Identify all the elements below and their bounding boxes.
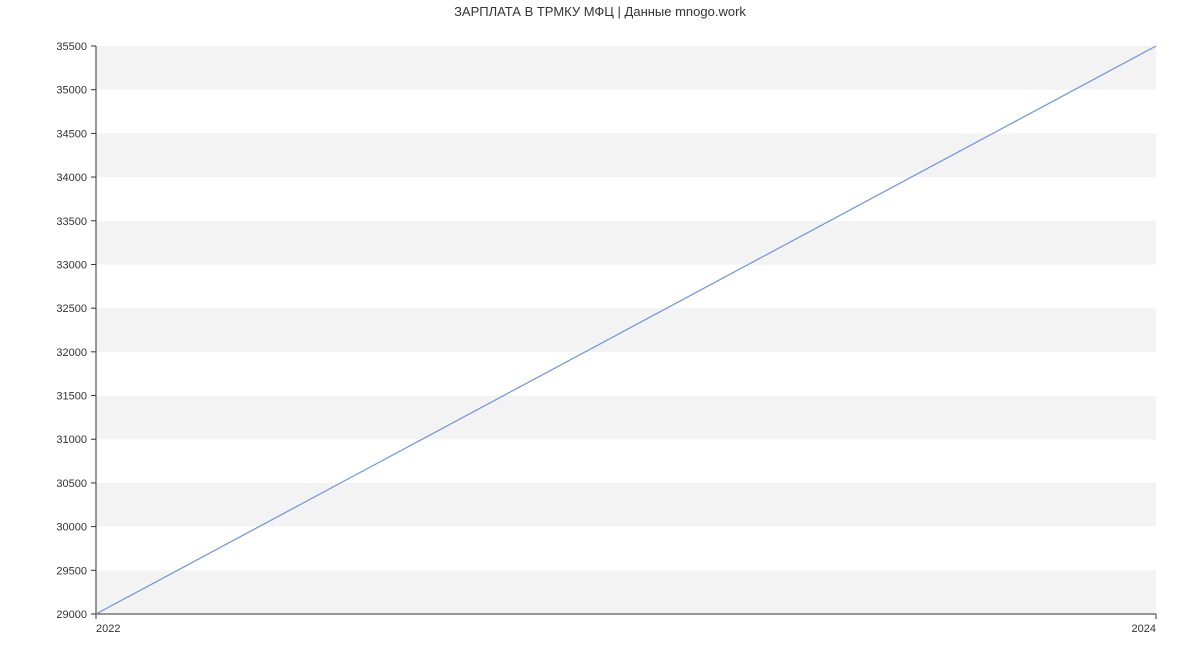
grid-band [96, 46, 1156, 90]
y-tick-label: 29000 [56, 609, 87, 621]
grid-band [96, 439, 1156, 483]
y-tick-label: 32500 [56, 303, 87, 315]
grid-band [96, 177, 1156, 221]
y-tick-label: 31000 [56, 434, 87, 446]
grid-band [96, 570, 1156, 614]
x-tick-label: 2022 [96, 623, 120, 635]
grid-band [96, 483, 1156, 527]
grid-band [96, 221, 1156, 265]
chart-title: ЗАРПЛАТА В ТРМКУ МФЦ | Данные mnogo.work [0, 4, 1200, 19]
y-tick-label: 29500 [56, 565, 87, 577]
grid-band [96, 90, 1156, 134]
y-tick-label: 30000 [56, 522, 87, 534]
y-tick-label: 35500 [56, 41, 87, 53]
grid-band [96, 264, 1156, 308]
grid-band [96, 352, 1156, 396]
grid-band [96, 133, 1156, 177]
y-tick-label: 32000 [56, 347, 87, 359]
y-tick-label: 31500 [56, 391, 87, 403]
y-tick-label: 30500 [56, 478, 87, 490]
grid-band [96, 527, 1156, 571]
y-tick-label: 34000 [56, 172, 87, 184]
y-tick-label: 34500 [56, 128, 87, 140]
grid-band [96, 396, 1156, 440]
y-tick-label: 33500 [56, 216, 87, 228]
x-tick-label: 2024 [1132, 623, 1156, 635]
salary-line-chart: ЗАРПЛАТА В ТРМКУ МФЦ | Данные mnogo.work… [0, 0, 1200, 650]
chart-svg: 29000 29500 30000 30500 31000 31500 32000 32500… [0, 0, 1200, 650]
y-tick-label: 33000 [56, 259, 87, 271]
y-tick-label: 35000 [56, 85, 87, 97]
